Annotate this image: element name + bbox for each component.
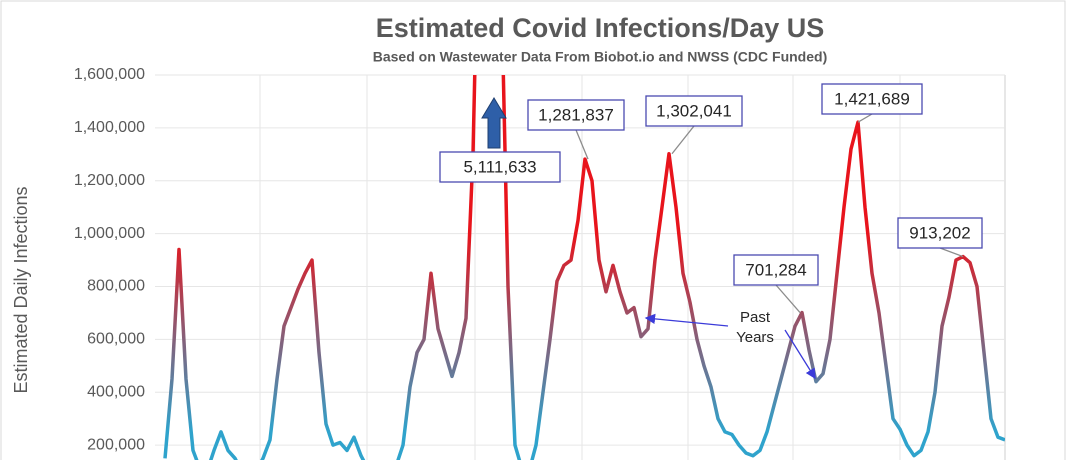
annotation-box <box>439 151 561 183</box>
annotation-leader <box>775 284 801 314</box>
annotation-leader <box>857 113 873 123</box>
y-tick-label: 800,000 <box>87 278 145 295</box>
annotation-arrow <box>481 97 507 149</box>
annotation-leader <box>575 129 589 160</box>
chart-subtitle: Based on Wastewater Data From Biobot.io … <box>373 49 828 65</box>
annotation-label: 701,284 <box>745 260 806 279</box>
annotation-box <box>527 99 625 131</box>
y-tick-label: 1,000,000 <box>74 225 145 242</box>
y-axis-label: Estimated Daily Infections <box>11 186 31 393</box>
annotation-label: 1,421,689 <box>834 89 910 108</box>
y-tick-label: 400,000 <box>87 383 145 400</box>
annotation-box <box>821 83 923 115</box>
data-line <box>163 75 1005 460</box>
y-tick-label: 1,200,000 <box>74 172 145 189</box>
annotation-box <box>645 95 743 127</box>
annotation-leader <box>939 247 964 258</box>
note-label: Past Years <box>736 309 774 346</box>
annotation-label: 5,111,633 <box>463 157 536 176</box>
annotation-box <box>733 254 819 286</box>
y-tick-label: 200,000 <box>87 436 145 453</box>
note-arrow <box>784 329 816 380</box>
note-arrow <box>644 313 729 327</box>
annotation-leader <box>671 125 695 155</box>
chart-title: Estimated Covid Infections/Day US <box>376 13 825 43</box>
annotation-label: 1,302,041 <box>656 101 732 120</box>
y-tick-label: 600,000 <box>87 331 145 348</box>
annotation-label: 1,281,837 <box>538 105 614 124</box>
annotation-box <box>897 217 983 249</box>
y-tick-label: 1,400,000 <box>74 119 145 136</box>
y-tick-label: 1,600,000 <box>74 66 145 83</box>
annotation-label: 913,202 <box>909 223 970 242</box>
